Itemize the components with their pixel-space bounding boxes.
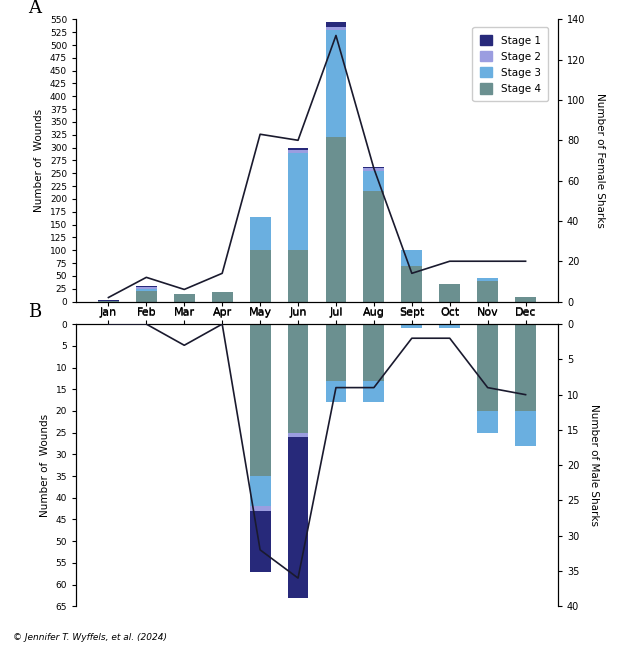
Bar — [136, 289, 157, 292]
Bar — [363, 167, 384, 168]
Bar — [174, 294, 195, 302]
Bar — [288, 437, 309, 598]
Bar — [98, 301, 119, 302]
Bar — [325, 22, 346, 27]
Bar — [401, 324, 422, 328]
Bar — [288, 153, 309, 250]
Bar — [250, 250, 271, 302]
Bar — [325, 381, 346, 402]
Bar — [515, 324, 536, 411]
Bar — [515, 411, 536, 446]
Bar — [477, 411, 498, 433]
Bar — [288, 150, 309, 153]
Bar — [250, 217, 271, 250]
Bar — [250, 506, 271, 511]
Y-axis label: Number of Male Sharks: Number of Male Sharks — [589, 404, 599, 526]
Bar — [288, 433, 309, 437]
Bar — [439, 324, 460, 328]
Text: B: B — [28, 303, 41, 321]
Bar — [250, 511, 271, 571]
Bar — [515, 297, 536, 302]
Bar — [325, 137, 346, 302]
Bar — [477, 279, 498, 281]
Text: © Jennifer T. Wyffels, et al. (2024): © Jennifer T. Wyffels, et al. (2024) — [13, 633, 167, 642]
Bar — [363, 324, 384, 381]
Y-axis label: Number of  Wounds: Number of Wounds — [34, 109, 44, 212]
Bar — [401, 250, 422, 266]
Bar — [325, 30, 346, 137]
Bar — [325, 27, 346, 30]
Bar — [288, 148, 309, 150]
Bar — [363, 191, 384, 302]
Legend: Stage 1, Stage 2, Stage 3, Stage 4: Stage 1, Stage 2, Stage 3, Stage 4 — [472, 27, 548, 101]
Bar — [288, 324, 309, 433]
Bar — [477, 324, 498, 411]
Bar — [250, 324, 271, 476]
Bar — [363, 381, 384, 402]
Bar — [136, 287, 157, 289]
Bar — [325, 324, 346, 381]
Bar — [477, 281, 498, 302]
Bar — [401, 266, 422, 302]
Bar — [212, 292, 233, 302]
Bar — [363, 171, 384, 191]
Y-axis label: Number of  Wounds: Number of Wounds — [40, 413, 50, 517]
Bar — [439, 284, 460, 302]
Text: A: A — [28, 0, 41, 17]
Bar — [250, 476, 271, 506]
Bar — [136, 286, 157, 287]
Bar — [363, 168, 384, 171]
Bar — [136, 292, 157, 302]
Y-axis label: Number of Female Sharks: Number of Female Sharks — [595, 93, 605, 228]
Bar — [288, 250, 309, 302]
